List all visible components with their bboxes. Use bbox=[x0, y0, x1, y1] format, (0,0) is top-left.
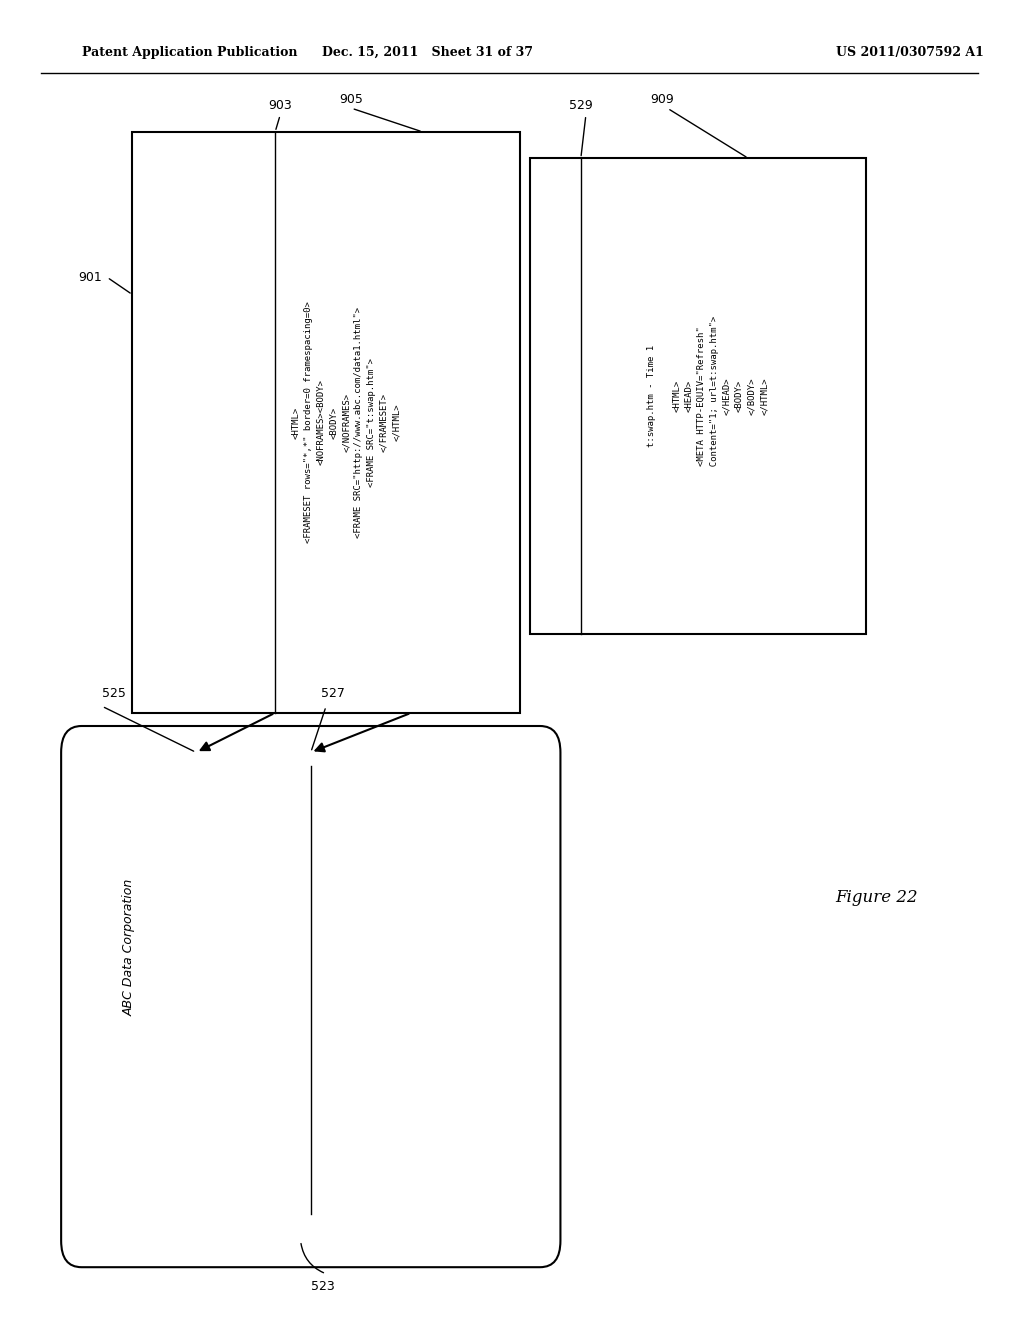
FancyBboxPatch shape bbox=[132, 132, 519, 713]
Text: <HTML>
<FRAMESET rows="*,*" border=0 framespacing=0>
<NOFRAMES><BODY>
<BODY>
</N: <HTML> <FRAMESET rows="*,*" border=0 fra… bbox=[292, 301, 401, 544]
FancyBboxPatch shape bbox=[529, 158, 866, 634]
Text: 901: 901 bbox=[78, 271, 102, 284]
Text: 529: 529 bbox=[569, 99, 593, 112]
Text: 527: 527 bbox=[321, 686, 345, 700]
FancyBboxPatch shape bbox=[61, 726, 560, 1267]
Text: Figure 22: Figure 22 bbox=[836, 890, 919, 906]
Text: 909: 909 bbox=[650, 92, 674, 106]
Text: ABC Data Corporation: ABC Data Corporation bbox=[122, 879, 135, 1016]
Text: 905: 905 bbox=[340, 92, 364, 106]
Text: 523: 523 bbox=[311, 1280, 335, 1294]
Text: US 2011/0307592 A1: US 2011/0307592 A1 bbox=[836, 46, 983, 59]
Text: 525: 525 bbox=[102, 686, 126, 700]
Text: t:swap.htm - Time 1

<HTML>
<HEAD>
<META HTTP-EQUIV="Refresh"
  Content="1; url=: t:swap.htm - Time 1 <HTML> <HEAD> <META … bbox=[647, 315, 769, 477]
Text: 903: 903 bbox=[268, 99, 292, 112]
Text: Dec. 15, 2011   Sheet 31 of 37: Dec. 15, 2011 Sheet 31 of 37 bbox=[323, 46, 534, 59]
Text: Patent Application Publication: Patent Application Publication bbox=[82, 46, 297, 59]
